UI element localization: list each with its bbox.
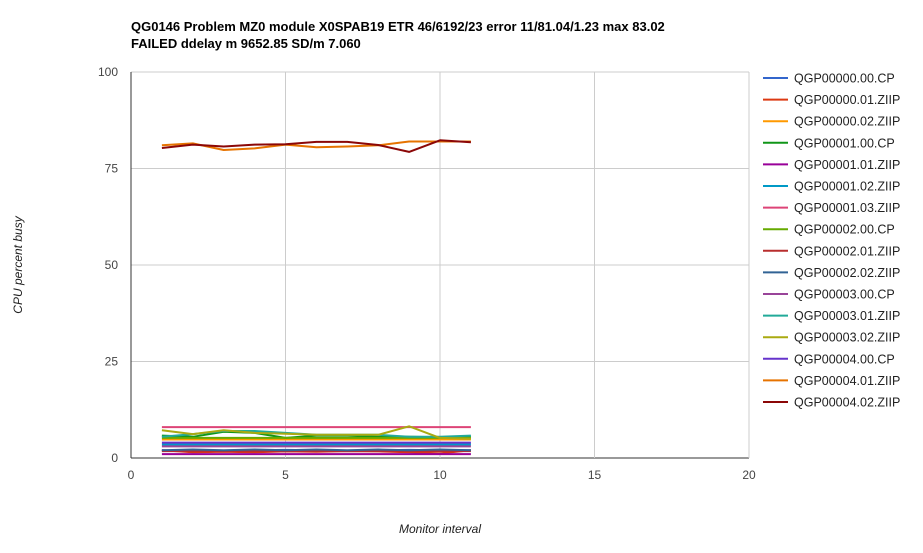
legend-item[interactable]: QGP00000.01.ZIIP [763,93,900,107]
y-tick-label: 25 [105,355,119,369]
legend-label: QGP00001.03.ZIIP [794,201,900,215]
legend-item[interactable]: QGP00003.01.ZIIP [763,309,900,323]
x-tick-label: 20 [742,468,756,482]
legend-label: QGP00000.00.CP [794,72,895,86]
x-tick-label: 10 [433,468,447,482]
chart-title-line-2: FAILED ddelay m 9652.85 SD/m 7.060 [131,36,361,51]
legend-label: QGP00003.02.ZIIP [794,331,900,345]
x-tick-label: 15 [588,468,602,482]
legend-label: QGP00001.01.ZIIP [794,158,900,172]
axes: 0 25 50 75 100 0 5 10 15 20 [98,65,756,482]
series-lines [161,139,471,456]
legend-item[interactable]: QGP00001.03.ZIIP [763,201,900,215]
legend-label: QGP00004.00.CP [794,352,895,366]
series-line [161,140,471,151]
x-axis-title: Monitor interval [399,522,481,536]
y-tick-label: 0 [111,451,118,465]
y-tick-label: 75 [105,162,119,176]
legend-item[interactable]: QGP00003.00.CP [763,288,895,302]
legend-item[interactable]: QGP00002.00.CP [763,223,895,237]
series-line [161,139,471,153]
legend-item[interactable]: QGP00001.02.ZIIP [763,180,900,194]
legend-label: QGP00002.01.ZIIP [794,244,900,258]
legend-label: QGP00004.01.ZIIP [794,374,900,388]
y-tick-label: 100 [98,65,118,79]
legend-label: QGP00001.02.ZIIP [794,180,900,194]
x-tick-label: 0 [128,468,135,482]
legend-item[interactable]: QGP00001.01.ZIIP [763,158,900,172]
legend-item[interactable]: QGP00004.01.ZIIP [763,374,900,388]
x-tick-label: 5 [282,468,289,482]
legend-label: QGP00002.02.ZIIP [794,266,900,280]
legend-item[interactable]: QGP00003.02.ZIIP [763,331,900,345]
legend-label: QGP00003.01.ZIIP [794,309,900,323]
legend-label: QGP00000.02.ZIIP [794,115,900,129]
legend-item[interactable]: QGP00002.02.ZIIP [763,266,900,280]
series-line [161,448,471,452]
legend-label: QGP00002.00.CP [794,223,895,237]
legend-item[interactable]: QGP00002.01.ZIIP [763,244,900,258]
legend-item[interactable]: QGP00004.00.CP [763,352,895,366]
legend-label: QGP00003.00.CP [794,288,895,302]
chart-title-line-1: QG0146 Problem MZ0 module X0SPAB19 ETR 4… [131,19,665,34]
legend-item[interactable]: QGP00000.02.ZIIP [763,115,900,129]
series-line [161,425,471,440]
gridlines [130,71,750,459]
y-tick-label: 50 [105,258,119,272]
y-axis-title: CPU percent busy [11,215,25,313]
legend-item[interactable]: QGP00000.00.CP [763,72,895,86]
legend-item[interactable]: QGP00004.02.ZIIP [763,396,900,410]
legend-item[interactable]: QGP00001.00.CP [763,136,895,150]
legend-label: QGP00001.00.CP [794,136,895,150]
legend-label: QGP00004.02.ZIIP [794,396,900,410]
legend-label: QGP00000.01.ZIIP [794,93,900,107]
legend[interactable]: QGP00000.00.CP QGP00000.01.ZIIP QGP00000.0… [763,72,900,410]
